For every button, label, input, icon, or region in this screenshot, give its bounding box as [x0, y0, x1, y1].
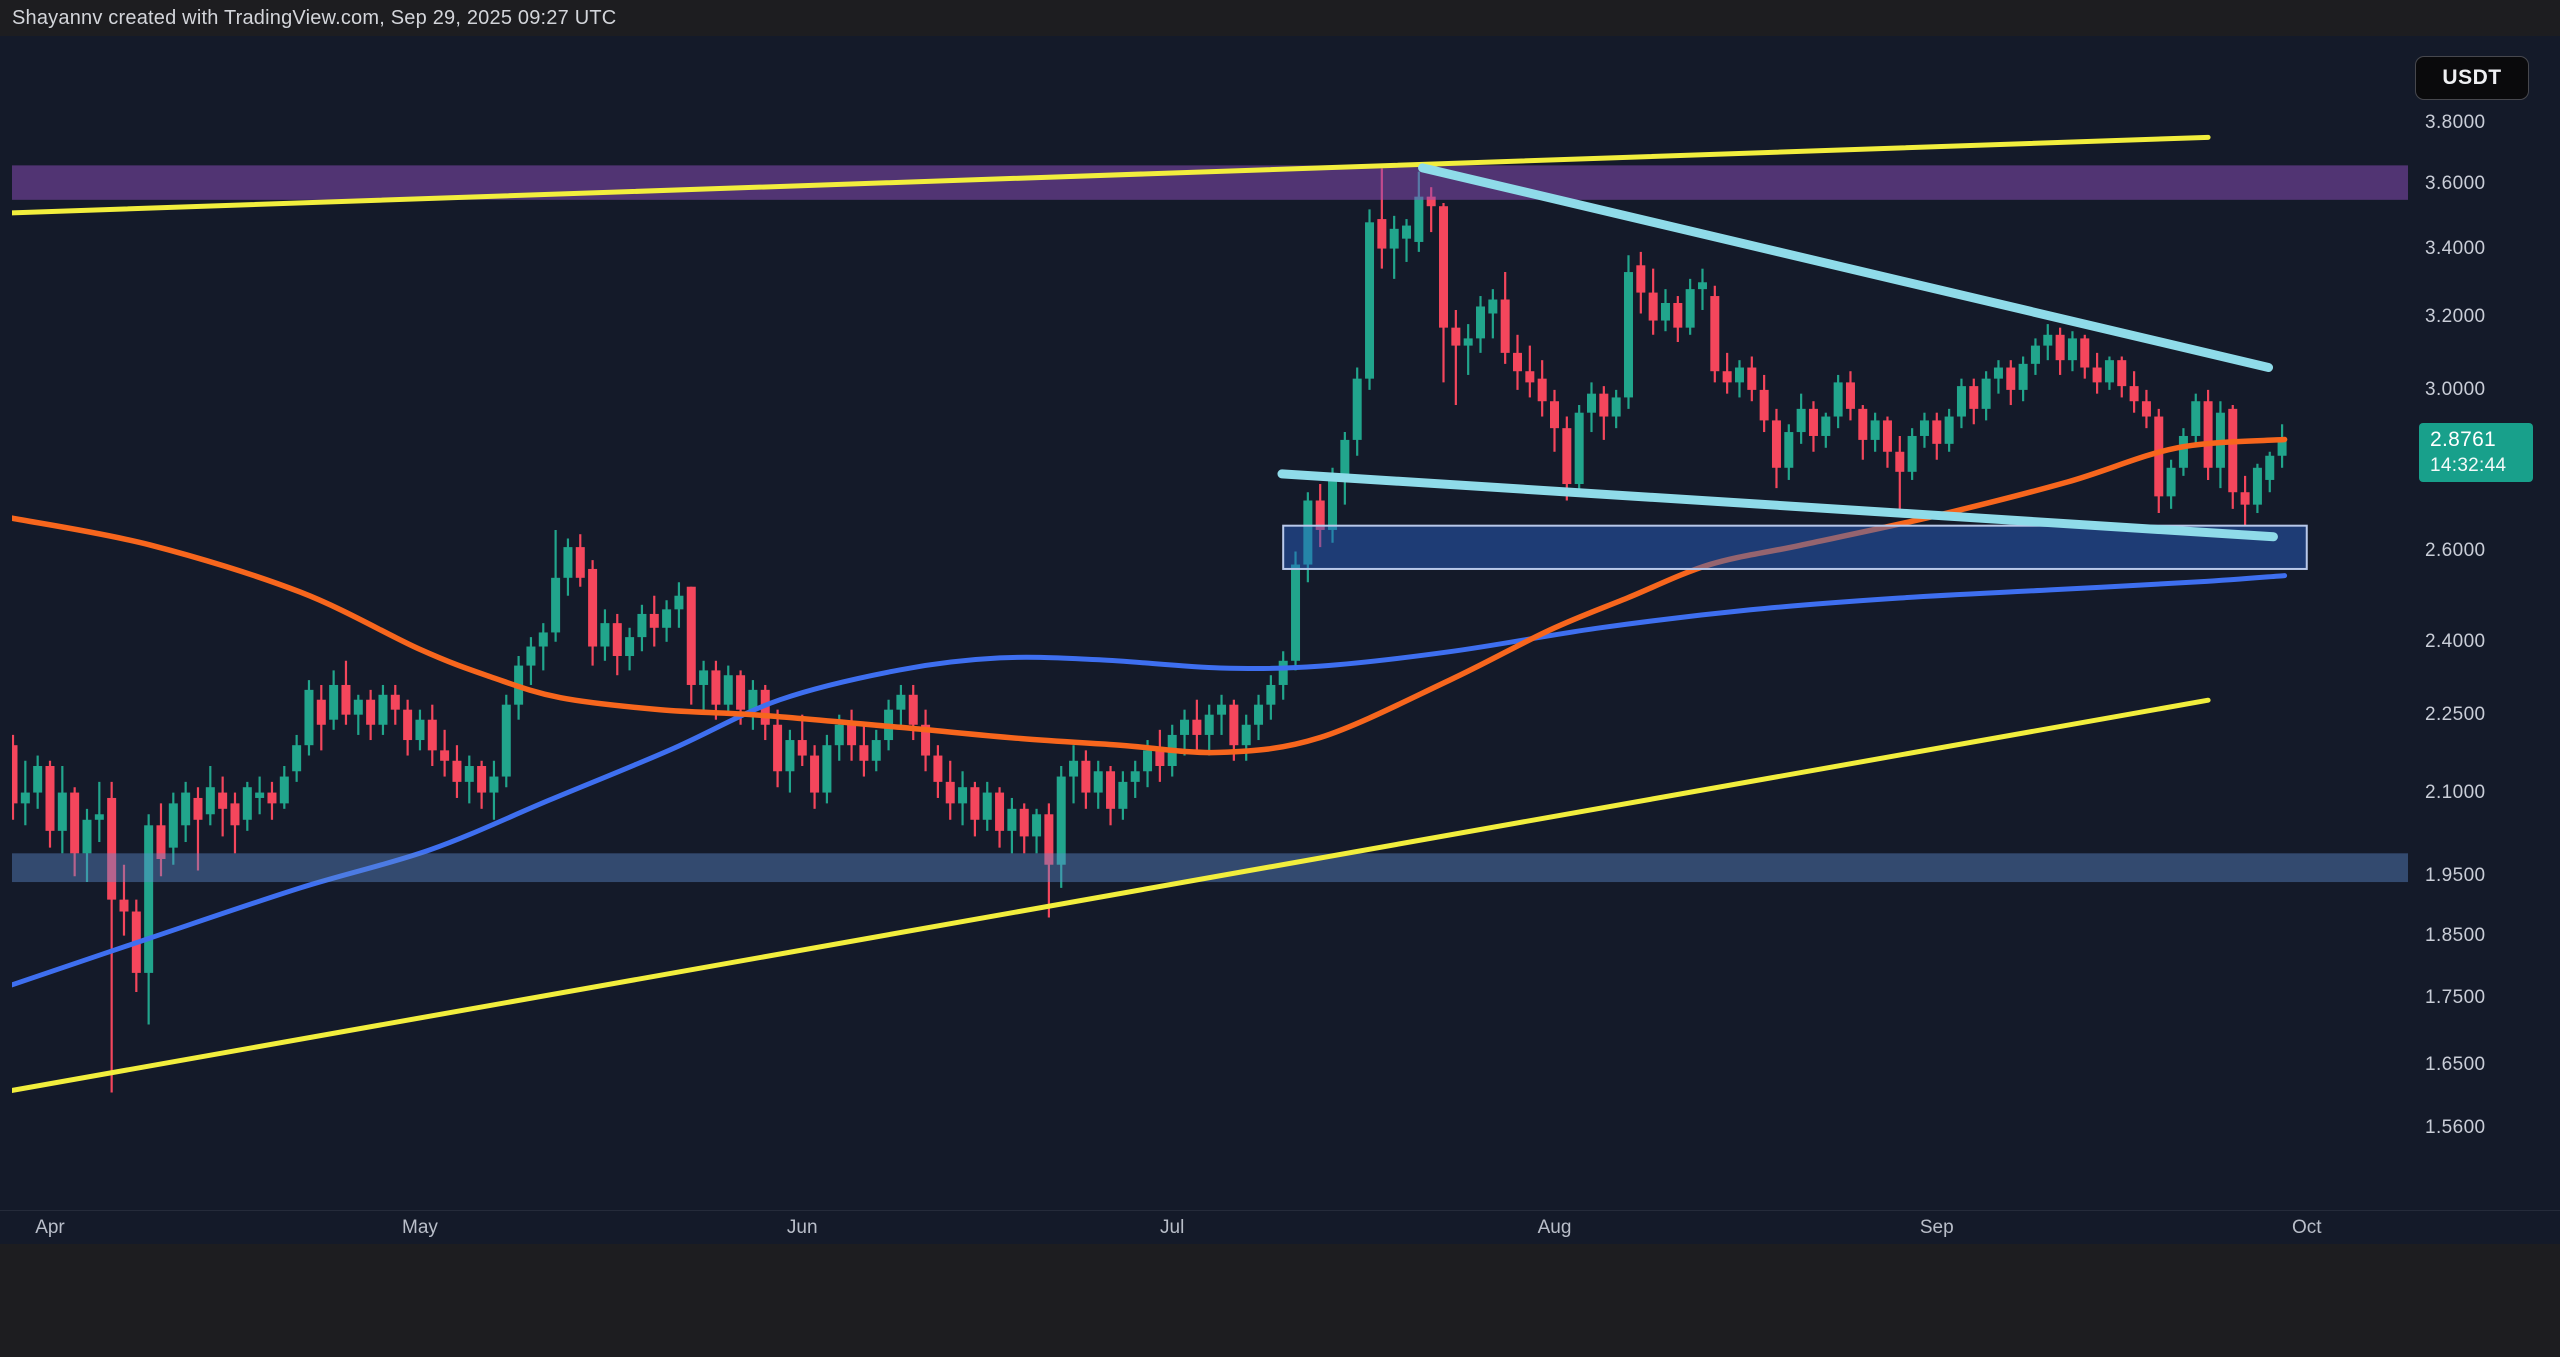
- month-label: Aug: [1537, 1217, 1572, 1238]
- symbol-currency-badge[interactable]: USDT: [2415, 56, 2529, 100]
- chart-region: [0, 36, 2560, 1244]
- price-tick-label: 2.1000: [2425, 781, 2486, 803]
- symbol-currency-label: USDT: [2442, 66, 2502, 89]
- price-tick-label: 3.6000: [2425, 173, 2486, 195]
- last-price-countdown: 14:32:44: [2430, 454, 2507, 476]
- price-tick-label: 1.6500: [2425, 1053, 2486, 1075]
- month-label: Jun: [786, 1217, 818, 1238]
- price-tick-label: 3.8000: [2425, 112, 2486, 133]
- attribution-bar: Shayannv created with TradingView.com, S…: [0, 0, 2560, 36]
- footer-bar: TradingView: [0, 1244, 2560, 1357]
- candlesticks-layer: [12, 168, 2287, 1093]
- month-label: Jul: [1160, 1217, 1185, 1238]
- price-tick-label: 2.6000: [2425, 540, 2486, 562]
- month-label: May: [402, 1217, 438, 1238]
- plot-layers: [0, 134, 2408, 1093]
- month-label: Apr: [35, 1217, 65, 1238]
- month-label: Sep: [1919, 1217, 1954, 1238]
- price-tick-label: 1.7500: [2425, 987, 2486, 1009]
- time-axis[interactable]: Apr May Jun Jul Aug Sep Oct: [0, 1212, 2560, 1244]
- trendline-cyan-upper[interactable]: [1418, 163, 2274, 373]
- demand-box-blue[interactable]: [1282, 524, 2308, 570]
- attribution-text: Shayannv created with TradingView.com, S…: [12, 7, 617, 29]
- last-price-value: 2.8761: [2430, 427, 2497, 451]
- price-tick-label: 2.4000: [2425, 630, 2486, 652]
- time-axis-separator: [0, 1210, 2560, 1211]
- last-price-badge: 2.8761 14:32:44: [2419, 422, 2533, 482]
- time-axis-strip: [0, 1210, 2560, 1244]
- trendline-yellow-lower[interactable]: [0, 697, 2211, 1093]
- price-tick-label: 2.2500: [2425, 703, 2486, 725]
- ma-blue-line[interactable]: [12, 573, 2288, 988]
- price-axis[interactable]: 3.8000 3.6000 3.4000 3.2000 3.0000 2.6000 2.40…: [2410, 36, 2560, 1210]
- month-label: Oct: [2291, 1217, 2322, 1238]
- price-tick-label: 3.0000: [2425, 378, 2486, 400]
- price-tick-label: 3.2000: [2425, 306, 2486, 328]
- price-tick-label: 1.9500: [2425, 865, 2486, 887]
- price-tick-label: 1.8500: [2425, 924, 2486, 946]
- trendline-cyan-lower[interactable]: [1277, 469, 2278, 542]
- trendline-yellow-upper[interactable]: [0, 134, 2211, 216]
- price-tick-label: 1.5600: [2425, 1117, 2486, 1139]
- ma-orange-line[interactable]: [12, 436, 2288, 756]
- price-tick-label: 3.4000: [2425, 237, 2486, 259]
